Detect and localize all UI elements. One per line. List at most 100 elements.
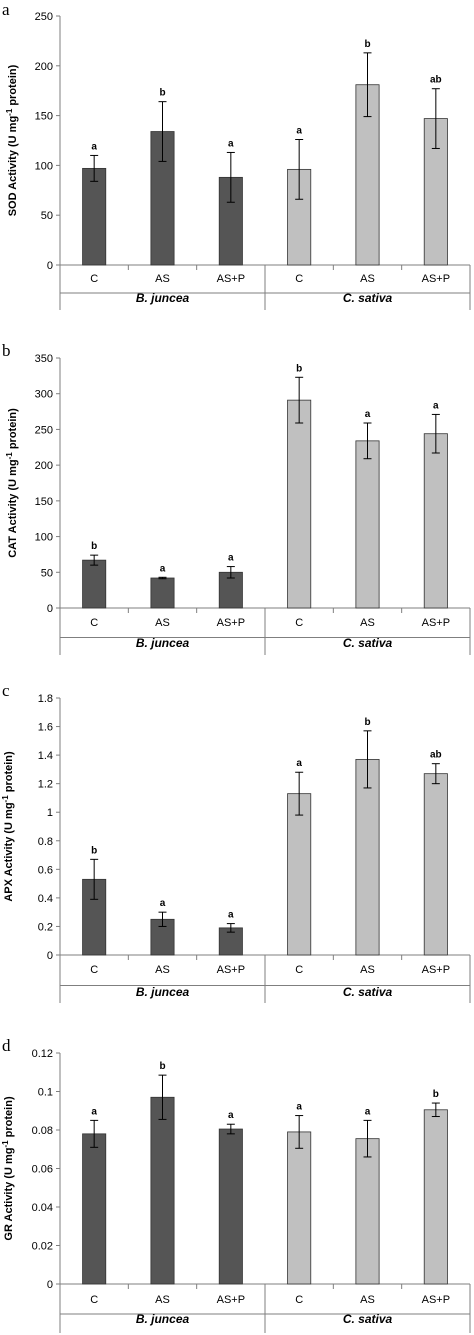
- group-label: B. juncea: [136, 636, 190, 650]
- group-label: C. sativa: [343, 985, 393, 999]
- significance-label: b: [364, 39, 370, 50]
- significance-label: a: [160, 563, 166, 574]
- y-tick-label: 300: [35, 389, 53, 401]
- y-tick-label: 250: [35, 11, 53, 23]
- category-label: AS: [155, 964, 170, 976]
- y-tick-label: 0: [47, 260, 53, 272]
- significance-label: a: [228, 1110, 234, 1121]
- y-tick-label: 0.8: [38, 836, 53, 848]
- category-label: AS+P: [217, 617, 245, 629]
- significance-label: b: [364, 717, 370, 728]
- category-label: AS+P: [422, 1294, 450, 1306]
- bar: [287, 793, 312, 956]
- significance-label: a: [296, 758, 302, 769]
- y-tick-label: 1.4: [38, 750, 53, 762]
- group-label: C. sativa: [343, 291, 393, 305]
- y-tick-label: 250: [35, 424, 53, 436]
- y-tick-label: 1.6: [38, 722, 53, 734]
- y-tick-label: 1.8: [38, 693, 53, 705]
- significance-label: a: [228, 553, 234, 564]
- chart-panel-b: b 0 50 100 150 200 250 300 350 CAT Activity (U mg…: [2, 341, 471, 655]
- chart-panel-d: d 0 0.02 0.04 0.06 0.08 0.1 0.12 GR Activity (U …: [1, 1036, 471, 1333]
- bar: [423, 1109, 448, 1285]
- y-tick-label: 50: [41, 210, 53, 222]
- panel-letter: c: [2, 681, 10, 700]
- bar: [355, 758, 380, 956]
- y-tick-label: 200: [35, 61, 53, 73]
- y-tick-label: 1.2: [38, 779, 53, 791]
- bar: [287, 399, 312, 609]
- significance-label: a: [296, 1102, 302, 1113]
- bar: [355, 440, 380, 609]
- significance-label: b: [433, 1089, 439, 1100]
- category-label: AS+P: [217, 1294, 245, 1306]
- y-tick-label: 0: [47, 950, 53, 962]
- y-tick-label: 100: [35, 532, 53, 544]
- panel-letter: d: [2, 1036, 11, 1055]
- category-label: AS: [360, 1294, 375, 1306]
- y-tick-label: 0.04: [32, 1202, 53, 1214]
- bar: [287, 1131, 312, 1285]
- category-label: AS+P: [422, 617, 450, 629]
- significance-label: b: [159, 88, 165, 99]
- bar: [82, 559, 107, 609]
- bar: [150, 577, 175, 609]
- bar: [423, 433, 448, 609]
- category-label: AS: [360, 964, 375, 976]
- category-label: AS+P: [422, 273, 450, 285]
- category-label: AS: [155, 273, 170, 285]
- y-tick-label: 0: [47, 603, 53, 615]
- category-label: AS: [155, 617, 170, 629]
- y-tick-label: 0.1: [38, 1087, 53, 1099]
- bar: [82, 167, 107, 266]
- category-label: C: [295, 273, 303, 285]
- bar: [218, 1128, 243, 1285]
- group-label: B. juncea: [136, 1312, 190, 1326]
- significance-label: a: [160, 898, 166, 909]
- bar: [423, 773, 448, 956]
- significance-label: a: [91, 141, 97, 152]
- y-tick-label: 0.02: [32, 1241, 53, 1253]
- significance-label: a: [365, 409, 371, 420]
- category-label: C: [295, 964, 303, 976]
- y-tick-label: 0.06: [32, 1164, 53, 1176]
- category-label: AS+P: [217, 273, 245, 285]
- category-label: C: [90, 964, 98, 976]
- group-label: C. sativa: [343, 636, 393, 650]
- significance-label: b: [91, 845, 97, 856]
- bar: [82, 1133, 107, 1285]
- category-label: C: [90, 273, 98, 285]
- group-label: B. juncea: [136, 985, 190, 999]
- y-tick-label: 100: [35, 160, 53, 172]
- category-label: AS+P: [422, 964, 450, 976]
- significance-label: a: [91, 1106, 97, 1117]
- panel-letter: a: [2, 0, 10, 19]
- y-tick-label: 200: [35, 460, 53, 472]
- category-label: C: [90, 1294, 98, 1306]
- y-axis-label: SOD Activity (U mg-1 protein): [5, 64, 19, 216]
- y-axis-label: GR Activity (U mg-1 protein): [1, 1096, 15, 1241]
- y-tick-label: 0.12: [32, 1048, 53, 1060]
- y-tick-label: 50: [41, 567, 53, 579]
- y-axis-label: APX Activity (U mg-1 protein): [1, 751, 15, 902]
- y-tick-label: 0: [47, 1279, 53, 1291]
- significance-label: b: [159, 1061, 165, 1072]
- category-label: AS: [360, 617, 375, 629]
- category-label: C: [90, 617, 98, 629]
- category-label: C: [295, 617, 303, 629]
- significance-label: a: [228, 910, 234, 921]
- bar: [150, 1096, 175, 1285]
- significance-label: b: [296, 363, 302, 374]
- group-label: B. juncea: [136, 291, 190, 305]
- y-tick-label: 1: [47, 807, 53, 819]
- significance-label: a: [228, 138, 234, 149]
- y-tick-label: 0.08: [32, 1125, 53, 1137]
- y-tick-label: 0.6: [38, 864, 53, 876]
- group-label: C. sativa: [343, 1312, 393, 1326]
- y-axis-label: CAT Activity (U mg-1 protein): [5, 408, 19, 558]
- chart-panel-c: c 0 0.2 0.4 0.6 0.8 1 1.2 1.4 1.6 1.8 APX Activity …: [1, 681, 471, 1003]
- significance-label: a: [365, 1106, 371, 1117]
- chart-panel-a: a 0 50 100 150 200 250 SOD Activity (U mg-1 pro…: [2, 0, 471, 310]
- significance-label: b: [91, 541, 97, 552]
